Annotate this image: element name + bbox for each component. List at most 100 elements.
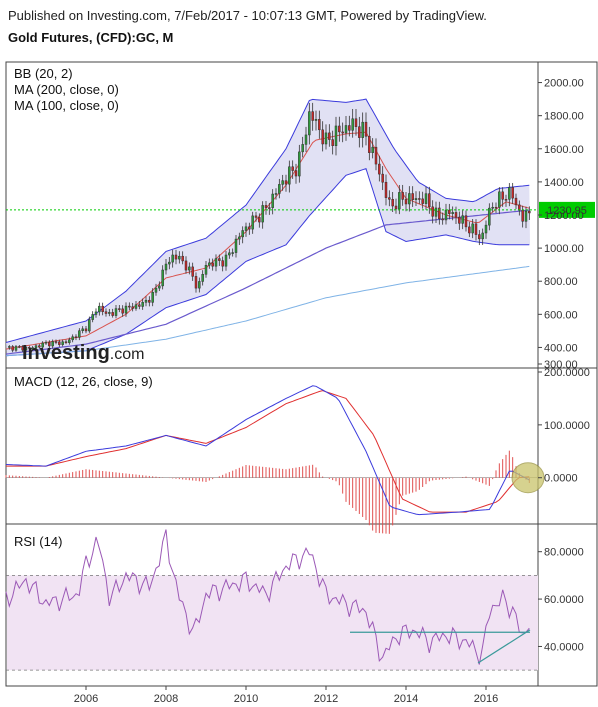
candle-body [298, 151, 301, 177]
candle-body [311, 111, 314, 121]
candle-body [261, 205, 264, 223]
candle-body [208, 262, 211, 266]
price-tick-label: 1600.00 [544, 144, 584, 156]
candle-body [461, 215, 464, 224]
candle-body [308, 111, 311, 136]
x-tick-label: 2006 [74, 693, 98, 705]
candle-body [154, 287, 158, 293]
investing-watermark: Investing.com [22, 342, 144, 364]
candle-body [14, 346, 18, 351]
candle-body [421, 198, 424, 204]
candle-body [254, 215, 258, 218]
candle-body [198, 281, 201, 289]
x-tick-label: 2012 [314, 693, 338, 705]
candle-body [38, 345, 41, 348]
candle-body [294, 170, 298, 177]
published-note: Published on Investing.com, 7/Feb/2017 -… [8, 8, 487, 23]
candle-body [521, 209, 524, 222]
candle-body [411, 193, 414, 200]
candle-body [464, 215, 468, 228]
candle-body [358, 126, 361, 138]
x-tick-label: 2010 [234, 693, 258, 705]
price-tick-label: 2000.00 [544, 78, 584, 90]
rsi-tick-label: 60.0000 [544, 594, 584, 606]
candle-body [8, 346, 11, 348]
candle-body [158, 285, 161, 289]
candle-body [344, 125, 348, 134]
candle-body [454, 212, 458, 218]
candle-body [451, 212, 454, 214]
last-price-tag [539, 201, 595, 218]
price-tick-label: 1000.00 [544, 243, 584, 255]
candle-body [341, 131, 344, 134]
rsi-trend-line [477, 629, 531, 664]
candle-body [58, 341, 61, 345]
candle-body [168, 261, 171, 265]
candle-body [44, 341, 48, 344]
rsi-tick-label: 40.0000 [544, 641, 584, 653]
candle-body [404, 199, 408, 205]
candle-body [434, 207, 438, 217]
candle-body [111, 312, 114, 316]
price-tick-label: 300.00 [544, 359, 578, 371]
candle-body [41, 342, 44, 348]
candle-body [514, 197, 518, 206]
macd-legend: MACD (12, 26, close, 9) [14, 374, 153, 389]
candle-body [384, 181, 388, 198]
candle-body [371, 146, 374, 153]
candle-body [414, 198, 418, 200]
candle-body [101, 305, 104, 312]
candle-body [398, 192, 401, 210]
candle-body [104, 311, 108, 314]
candle-body [271, 193, 274, 208]
candle-body [94, 311, 98, 315]
candle-body [431, 206, 434, 217]
candle-body [368, 136, 371, 153]
candle-body [118, 308, 121, 310]
candle-body [354, 118, 358, 127]
candle-body [148, 299, 151, 303]
macd-signal-line [6, 390, 530, 513]
candle-body [124, 305, 128, 314]
candle-body [478, 234, 481, 240]
candle-body [181, 255, 184, 262]
price-tick-label: 1200.00 [544, 210, 584, 222]
candle-body [54, 341, 58, 343]
macd-line [5, 385, 530, 516]
candle-body [121, 308, 124, 314]
candle-body [34, 345, 38, 348]
candle-body [11, 346, 14, 351]
candle-body [281, 180, 284, 185]
candle-body [401, 192, 404, 200]
candle-body [494, 206, 498, 209]
candle-body [278, 184, 281, 194]
bollinger-middle-line [5, 131, 530, 350]
candle-body [508, 187, 511, 200]
x-tick-label: 2014 [394, 693, 418, 705]
candle-body [234, 238, 238, 253]
candle-body [218, 258, 221, 261]
last-price-label: 1230.95 [547, 205, 587, 217]
candle-body [438, 207, 441, 220]
candle-body [88, 319, 91, 332]
ma200-line [5, 265, 530, 357]
candle-body [474, 223, 478, 235]
candle-body [231, 252, 234, 254]
macd-tick-label: 100.0000 [544, 420, 590, 432]
rsi-band [7, 575, 538, 671]
chart-frame [5, 61, 598, 687]
candle-body [144, 299, 148, 303]
candle-body [178, 255, 181, 260]
candle-body [98, 305, 101, 313]
candle-body [491, 206, 494, 209]
candle-body [448, 209, 451, 214]
rsi-line [5, 529, 530, 665]
candle-body [374, 146, 378, 165]
candle-body [28, 347, 31, 349]
candle-body [268, 207, 271, 209]
price-tick-label: 800.00 [544, 276, 578, 288]
candle-body [381, 173, 384, 183]
candle-body [78, 330, 81, 338]
candle-body [134, 304, 138, 309]
